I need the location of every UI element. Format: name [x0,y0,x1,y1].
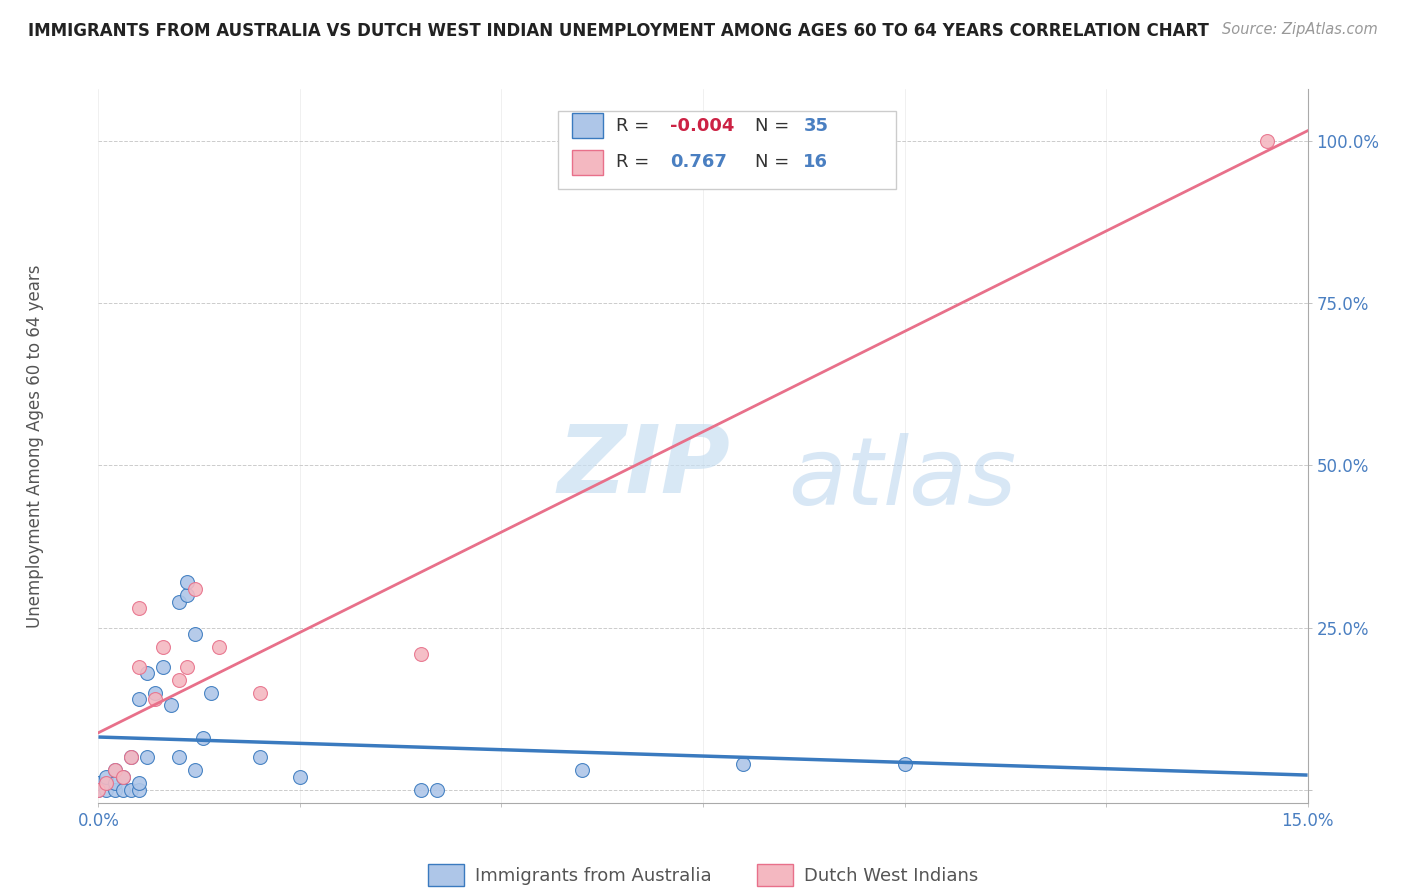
Point [893,756,915,771]
Text: R =: R = [616,153,650,171]
Legend: Immigrants from Australia, Dutch West Indians: Immigrants from Australia, Dutch West In… [420,857,986,892]
Point [184,582,207,596]
Point [152,659,174,673]
Text: ZIP: ZIP [558,421,731,514]
Point [167,595,190,609]
Text: N =: N = [755,153,789,171]
Text: 16: 16 [803,153,828,171]
FancyBboxPatch shape [572,150,603,175]
Point [111,770,134,784]
Point [96,776,118,790]
Text: Unemployment Among Ages 60 to 64 years: Unemployment Among Ages 60 to 64 years [27,264,44,628]
Point [128,692,150,706]
Point [128,776,150,790]
Point [571,764,593,778]
Point [249,685,271,699]
FancyBboxPatch shape [558,111,897,189]
Point [426,782,449,797]
Point [409,782,432,797]
Point [135,750,157,764]
Point [96,770,118,784]
Point [103,764,125,778]
Point [160,698,183,713]
Point [167,673,190,687]
Point [288,770,311,784]
Text: atlas: atlas [787,433,1017,524]
Text: IMMIGRANTS FROM AUSTRALIA VS DUTCH WEST INDIAN UNEMPLOYMENT AMONG AGES 60 TO 64 : IMMIGRANTS FROM AUSTRALIA VS DUTCH WEST … [28,22,1209,40]
Point [167,750,190,764]
Point [176,659,198,673]
Point [87,782,110,797]
Point [111,770,134,784]
Point [128,782,150,797]
Point [152,640,174,654]
Point [103,782,125,797]
Text: 35: 35 [803,117,828,135]
Point [96,776,118,790]
Point [176,575,198,590]
Text: N =: N = [755,117,789,135]
Point [184,764,207,778]
Point [184,627,207,641]
Point [87,782,110,797]
Point [96,782,118,797]
Point [103,776,125,790]
Point [200,685,222,699]
Point [111,782,134,797]
Point [143,685,166,699]
Point [103,764,125,778]
Point [135,666,157,681]
Point [87,776,110,790]
Text: -0.004: -0.004 [671,117,735,135]
Text: Source: ZipAtlas.com: Source: ZipAtlas.com [1222,22,1378,37]
Point [128,601,150,615]
Point [128,659,150,673]
Text: R =: R = [616,117,650,135]
Point [193,731,215,745]
Point [143,692,166,706]
Text: 0.767: 0.767 [671,153,727,171]
FancyBboxPatch shape [572,113,603,138]
Point [120,750,142,764]
Point [409,647,432,661]
Point [1256,134,1278,148]
Point [733,756,755,771]
Point [120,782,142,797]
Point [249,750,271,764]
Point [120,750,142,764]
Point [208,640,231,654]
Point [176,588,198,602]
